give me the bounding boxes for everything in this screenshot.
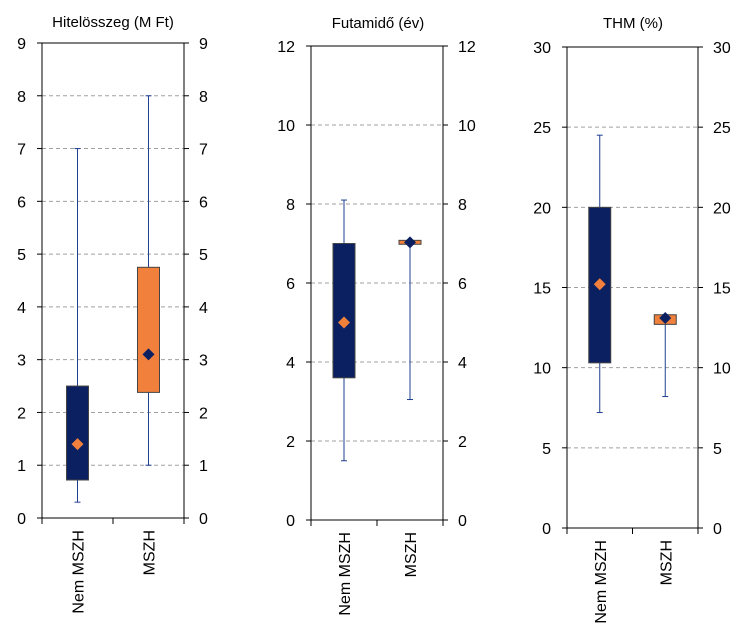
y-tick-label-left: 15 (533, 281, 551, 298)
y-tick-label-right: 4 (458, 355, 467, 372)
category-label: MSZH (658, 540, 675, 585)
y-tick-label-left: 4 (286, 355, 295, 372)
y-tick-label-right: 8 (458, 197, 467, 214)
y-tick-label-left: 8 (17, 89, 26, 106)
y-tick-label-right: 6 (458, 276, 467, 293)
y-tick-label-right: 0 (199, 511, 208, 528)
y-tick-label-left: 8 (286, 197, 295, 214)
y-tick-label-right: 8 (199, 89, 208, 106)
mean-marker (404, 236, 416, 249)
mean-marker (338, 316, 350, 329)
y-tick-label-left: 6 (17, 194, 26, 211)
y-tick-label-left: 2 (286, 434, 295, 451)
y-tick-label-left: 7 (17, 142, 26, 159)
y-tick-label-left: 9 (17, 36, 26, 53)
chart-title: THM (%) (603, 15, 663, 32)
y-tick-label-left: 5 (17, 247, 26, 264)
y-tick-label-left: 25 (533, 120, 551, 137)
chart-title: Hitelösszeg (M Ft) (52, 14, 174, 31)
category-label: MSZH (403, 532, 420, 577)
y-tick-label-right: 3 (199, 353, 208, 370)
y-tick-label-left: 3 (17, 353, 26, 370)
y-tick-label-left: 20 (533, 200, 551, 217)
mean-marker (593, 278, 606, 291)
y-tick-label-right: 15 (713, 281, 731, 298)
y-tick-label-right: 0 (458, 513, 467, 530)
box-iqr (66, 385, 89, 481)
y-tick-label-right: 12 (458, 39, 476, 56)
y-tick-label-right: 9 (199, 36, 208, 53)
y-tick-label-right: 4 (199, 300, 208, 317)
y-tick-label-right: 20 (713, 200, 731, 217)
box-iqr (332, 243, 356, 379)
panel-loan-amount: Hitelösszeg (M Ft) 0 0 1 1 2 2 3 3 4 4 5 5 6 6 7 7 8 8 9 9 Ne… (17, 14, 208, 614)
category-label: MSZH (142, 530, 159, 575)
category-label: Nem MSZH (337, 532, 354, 616)
chart-title: Futamidő (év) (332, 15, 425, 32)
y-tick-label-right: 30 (713, 40, 731, 57)
y-tick-label-left: 30 (533, 40, 551, 57)
mean-marker (659, 311, 672, 324)
y-tick-label-left: 10 (533, 361, 551, 378)
panel-apr: THM (%) 0 0 5 5 10 10 15 15 20 20 25 25 30 30 Nem MSZH M… (533, 15, 731, 624)
y-tick-label-right: 7 (199, 142, 208, 159)
y-tick-label-left: 12 (277, 39, 295, 56)
y-tick-label-right: 6 (199, 194, 208, 211)
y-tick-label-right: 0 (713, 521, 722, 538)
y-tick-label-left: 5 (542, 441, 551, 458)
y-tick-label-right: 25 (713, 120, 731, 137)
y-tick-label-right: 1 (199, 458, 208, 475)
y-tick-label-right: 10 (713, 361, 731, 378)
mean-marker (142, 348, 155, 361)
y-tick-label-left: 0 (542, 521, 551, 538)
y-tick-label-right: 5 (713, 441, 722, 458)
mean-marker (71, 438, 84, 451)
y-tick-label-right: 10 (458, 118, 476, 135)
y-tick-label-right: 5 (199, 247, 208, 264)
category-label: Nem MSZH (71, 530, 88, 614)
y-tick-label-left: 1 (17, 458, 26, 475)
y-tick-label-left: 10 (277, 118, 295, 135)
y-tick-label-left: 0 (286, 513, 295, 530)
y-tick-label-right: 2 (199, 405, 208, 422)
panel-term: Futamidő (év) 0 0 2 2 4 4 6 6 8 8 10 10 12 12 Nem MSZH M… (277, 15, 476, 616)
box-iqr (137, 266, 160, 393)
y-tick-label-right: 2 (458, 434, 467, 451)
category-label: Nem MSZH (593, 540, 610, 624)
y-tick-label-left: 0 (17, 511, 26, 528)
y-tick-label-left: 2 (17, 405, 26, 422)
y-tick-label-left: 6 (286, 276, 295, 293)
y-tick-label-left: 4 (17, 300, 26, 317)
